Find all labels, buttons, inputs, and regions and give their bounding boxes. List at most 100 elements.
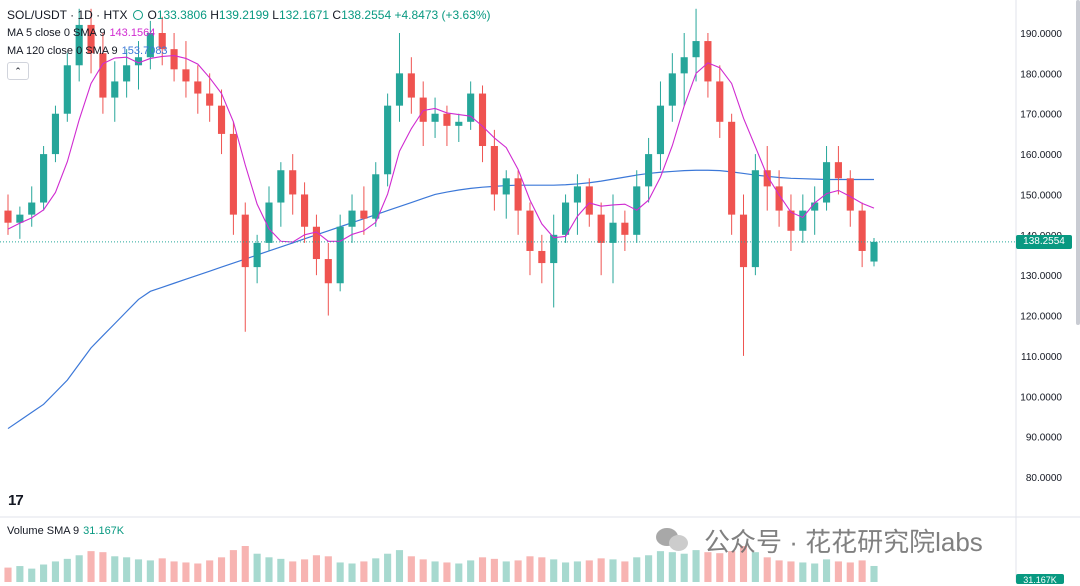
ma5-line — [7, 55, 875, 243]
candle — [360, 186, 368, 235]
candle — [822, 146, 831, 211]
volume-bar — [99, 552, 107, 582]
candle — [241, 202, 249, 332]
candle — [550, 214, 558, 308]
volume-bar — [751, 552, 759, 582]
volume-bar — [573, 561, 581, 582]
candle — [621, 210, 629, 251]
volume-bar — [301, 559, 309, 582]
scrollbar[interactable] — [1076, 0, 1080, 325]
ma5-legend[interactable]: MA 5 close 0 SMA 9 143.1564 — [7, 27, 155, 39]
close-value: 138.2554 — [341, 8, 392, 22]
ma5-label: MA 5 close 0 SMA 9 — [7, 27, 106, 39]
candles-layer — [4, 8, 878, 356]
ma120-line — [7, 169, 875, 430]
volume-bar — [123, 557, 131, 582]
candle — [597, 202, 605, 276]
price-axis[interactable]: 190.0000 180.0000 170.0000 160.0000 150.0000… — [1020, 29, 1062, 484]
chevron-up-icon: ⌃ — [14, 66, 22, 76]
candle — [40, 146, 48, 211]
volume-bar — [146, 560, 154, 582]
price-tick-label: 120.0000 — [1020, 312, 1062, 323]
candle — [277, 162, 285, 227]
collapse-legend-button[interactable]: ⌃ — [7, 62, 29, 80]
candle — [265, 186, 273, 251]
price-tick-label: 90.0000 — [1026, 433, 1063, 444]
candle — [716, 65, 724, 138]
candle — [811, 186, 819, 235]
ma120-path — [7, 169, 875, 430]
volume-bar — [182, 562, 190, 582]
last-price-badge: 138.2554 — [1016, 235, 1072, 249]
candle — [182, 41, 190, 98]
volume-bar — [822, 559, 831, 582]
price-tick-label: 160.0000 — [1020, 150, 1062, 161]
candle — [253, 234, 261, 284]
volume-bar — [656, 551, 665, 582]
volume-bar — [538, 557, 546, 582]
eye-icon[interactable] — [133, 10, 144, 20]
candle — [4, 194, 12, 235]
volume-legend[interactable]: Volume SMA 9 31.167K — [7, 525, 124, 537]
volume-bar — [384, 553, 392, 582]
volume-bar — [763, 557, 771, 582]
candle — [431, 97, 439, 138]
volume-bar — [502, 561, 510, 582]
high-label: H — [210, 8, 219, 22]
volume-bar — [633, 557, 641, 582]
volume-bar — [787, 561, 795, 582]
volume-bar — [241, 546, 249, 582]
candle — [490, 129, 498, 211]
volume-bar — [585, 560, 593, 582]
price-tick-label: 100.0000 — [1020, 392, 1062, 403]
candle — [419, 81, 427, 147]
candle — [407, 57, 415, 114]
volume-bar — [858, 560, 866, 582]
volume-bar — [846, 562, 854, 582]
candle — [478, 85, 487, 163]
volume-bar — [312, 555, 320, 582]
candle — [134, 41, 143, 90]
candle — [99, 33, 107, 114]
candle — [633, 170, 641, 243]
symbol-legend[interactable]: SOL/USDT · 1D · HTX O133.3806 H139.2199 L… — [7, 8, 491, 22]
tradingview-logo[interactable]: 17 — [8, 492, 24, 509]
volume-bar — [478, 557, 487, 582]
candle — [63, 53, 71, 122]
volume-bar — [550, 559, 558, 582]
ma120-legend[interactable]: MA 120 close 0 SMA 9 153.7083 — [7, 45, 168, 57]
candle — [846, 170, 854, 227]
volume-bar — [170, 561, 178, 582]
candle — [728, 113, 736, 235]
candle — [301, 182, 309, 243]
candle — [645, 137, 653, 203]
low-value: 132.1671 — [278, 8, 330, 22]
volume-bar — [716, 553, 724, 582]
candle — [680, 33, 688, 106]
volume-bar — [728, 551, 736, 582]
candle — [526, 202, 534, 276]
candle — [538, 234, 546, 284]
price-tick-label: 110.0000 — [1021, 352, 1062, 363]
volume-bar — [739, 546, 748, 582]
candle — [289, 154, 297, 215]
volume-bar — [407, 556, 415, 582]
watermark-text: 公众号 · 花花研究院labs — [704, 526, 983, 557]
candle — [111, 61, 119, 122]
volume-bar — [834, 561, 842, 582]
symbol-title[interactable]: SOL/USDT · 1D · HTX — [7, 8, 128, 22]
volume-bar — [16, 566, 24, 582]
volume-bar — [668, 552, 676, 582]
volume-bar — [419, 559, 427, 582]
candle — [206, 73, 214, 122]
volume-bar — [75, 555, 83, 582]
price-tick-label: 150.0000 — [1020, 190, 1062, 201]
volume-bar — [870, 565, 878, 582]
volume-bar — [704, 552, 712, 582]
volume-bar — [621, 561, 629, 582]
candle — [502, 170, 510, 219]
candle — [573, 174, 581, 235]
candle — [858, 202, 866, 268]
candle — [158, 16, 166, 66]
